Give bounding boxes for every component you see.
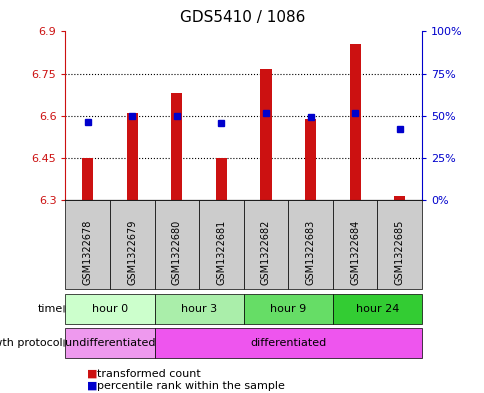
Text: GSM1322682: GSM1322682 xyxy=(260,220,271,285)
Text: GSM1322684: GSM1322684 xyxy=(349,220,359,285)
Text: GSM1322683: GSM1322683 xyxy=(305,220,315,285)
Text: time: time xyxy=(38,304,63,314)
Text: hour 3: hour 3 xyxy=(181,304,217,314)
Bar xyxy=(171,94,182,200)
Text: GSM1322681: GSM1322681 xyxy=(216,220,226,285)
Bar xyxy=(82,158,93,200)
Text: percentile rank within the sample: percentile rank within the sample xyxy=(90,381,284,391)
Bar xyxy=(304,119,316,200)
Text: differentiated: differentiated xyxy=(250,338,326,348)
Text: GSM1322678: GSM1322678 xyxy=(83,220,92,285)
Text: GSM1322685: GSM1322685 xyxy=(394,220,404,285)
Bar xyxy=(393,196,405,200)
Bar xyxy=(126,113,137,200)
Bar xyxy=(215,158,227,200)
Text: GSM1322680: GSM1322680 xyxy=(171,220,182,285)
Text: growth protocol: growth protocol xyxy=(0,338,63,348)
Text: GSM1322679: GSM1322679 xyxy=(127,220,137,285)
Text: hour 24: hour 24 xyxy=(355,304,398,314)
Text: transformed count: transformed count xyxy=(90,369,200,379)
Text: undifferentiated: undifferentiated xyxy=(65,338,155,348)
Text: hour 9: hour 9 xyxy=(270,304,306,314)
Text: ■: ■ xyxy=(87,369,98,379)
Bar xyxy=(349,44,360,200)
Text: hour 0: hour 0 xyxy=(92,304,128,314)
Text: GDS5410 / 1086: GDS5410 / 1086 xyxy=(180,10,304,25)
Bar xyxy=(260,70,271,200)
Text: ■: ■ xyxy=(87,381,98,391)
